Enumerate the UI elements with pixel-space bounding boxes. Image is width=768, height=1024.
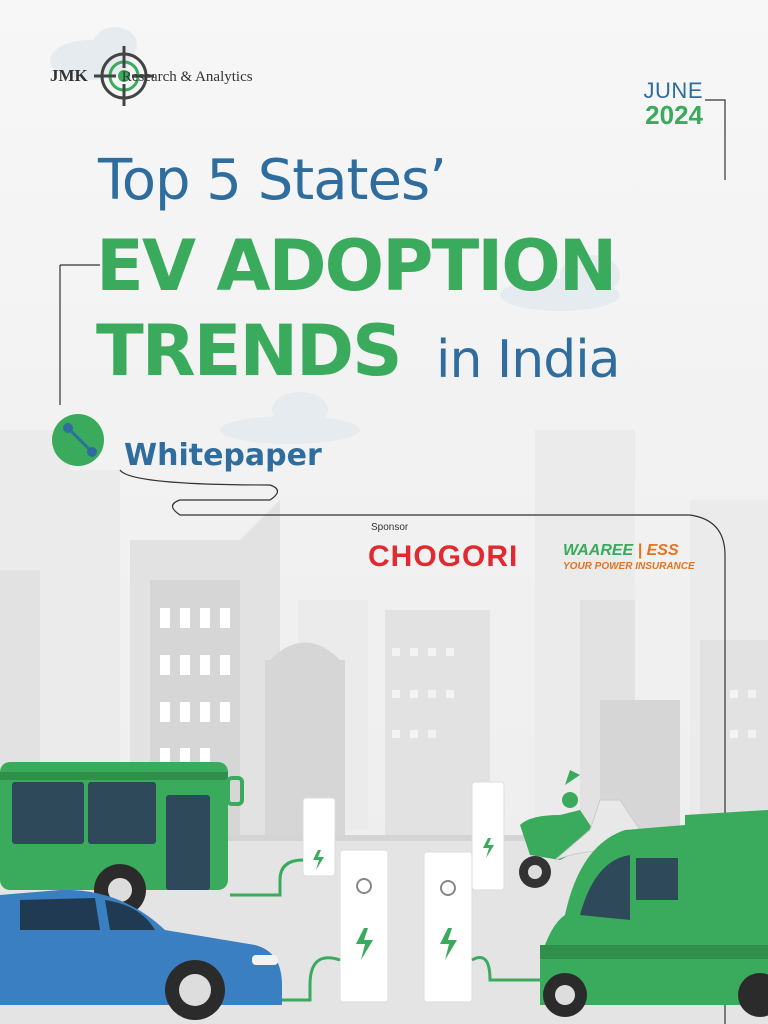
publication-month: JUNE — [643, 78, 703, 103]
title-line-2: EV ADOPTION — [96, 225, 617, 307]
publication-year: 2024 — [645, 100, 703, 130]
electric-rickshaw-icon — [540, 810, 768, 1017]
title-line-1: Top 5 States’ — [98, 148, 447, 213]
waaree-tagline: YOUR POWER INSURANCE — [563, 561, 695, 572]
document-type: Whitepaper — [124, 438, 322, 473]
connector-line — [59, 99, 726, 1024]
cloud-icon — [50, 27, 620, 444]
waaree-ess: | ESS — [633, 542, 679, 559]
share-node-icon — [52, 414, 104, 466]
company-logo: JMK Research & Analytics — [50, 66, 253, 86]
charging-station-icon — [302, 781, 505, 1003]
waaree-name: WAAREE — [563, 542, 634, 559]
title-line-3-bold: TRENDS — [96, 310, 403, 392]
electric-bus-icon — [0, 762, 244, 916]
title-line-3-regular: in India — [436, 330, 621, 390]
sponsor-waaree-logo: WAAREE | ESS — [563, 542, 679, 560]
logo-tagline: Research & Analytics — [121, 69, 253, 85]
logo-name: JMK — [50, 66, 88, 85]
target-logo-icon — [94, 46, 154, 106]
sponsor-label: Sponsor — [371, 522, 409, 533]
sponsor-chogori-logo: CHOGORI — [368, 540, 519, 573]
electric-car-icon — [0, 889, 282, 1020]
